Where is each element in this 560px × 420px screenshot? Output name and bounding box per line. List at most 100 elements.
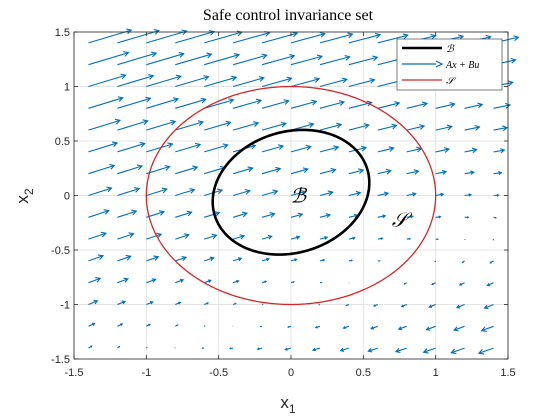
field-arrow	[232, 279, 240, 284]
field-arrow-head	[345, 304, 348, 307]
field-arrow-shaft	[88, 164, 115, 175]
field-arrow	[377, 168, 392, 175]
field-arrow	[261, 54, 296, 66]
field-arrow-shaft	[204, 212, 220, 218]
field-arrow-shaft	[88, 52, 129, 66]
field-arrow	[348, 32, 382, 44]
field-arrow-shaft	[290, 145, 311, 153]
field-arrow	[145, 346, 148, 349]
field-arrow-head	[164, 164, 171, 171]
field-arrow-head	[186, 210, 193, 217]
field-arrow-head	[206, 302, 210, 305]
field-arrow	[290, 258, 298, 262]
field-arrow	[88, 322, 96, 327]
field-arrow-shaft	[145, 346, 148, 349]
field-arrow-head	[118, 345, 121, 348]
field-arrow	[403, 282, 408, 285]
x-tick-label: 0	[288, 367, 294, 379]
field-arrow-shaft	[377, 192, 389, 197]
x-tick-label: 1	[433, 367, 439, 379]
field-arrow-shaft	[117, 120, 148, 131]
field-arrow	[117, 323, 124, 327]
field-arrow	[117, 254, 132, 262]
field-arrow	[232, 53, 268, 66]
field-arrow	[464, 124, 481, 131]
field-arrow	[493, 125, 509, 132]
field-arrow	[204, 211, 221, 218]
field-arrow-head	[172, 97, 180, 103]
field-arrow-head	[410, 214, 415, 219]
field-arrow	[146, 323, 151, 327]
field-arrow	[377, 123, 398, 131]
field-arrow	[493, 170, 503, 176]
field-arrow-head	[486, 283, 491, 287]
x-tick-label: 1.5	[500, 367, 515, 379]
field-arrow-shaft	[435, 125, 452, 131]
field-arrow-head	[228, 98, 235, 104]
field-arrow	[232, 302, 237, 306]
field-arrow-head	[222, 143, 229, 150]
field-arrow	[88, 231, 107, 240]
field-arrow-head	[275, 166, 282, 173]
field-arrow	[348, 236, 356, 240]
field-arrow-head	[338, 100, 346, 106]
field-arrow-head	[421, 101, 429, 108]
field-arrow-head	[366, 100, 373, 107]
field-arrow	[146, 97, 180, 109]
field-arrow-head	[148, 323, 151, 327]
field-arrow-head	[507, 80, 514, 87]
field-arrow	[146, 142, 174, 153]
field-arrow-shaft	[175, 279, 184, 284]
field-arrow	[348, 168, 365, 175]
field-arrow	[88, 254, 105, 262]
field-arrow-shaft	[88, 277, 101, 284]
field-arrow	[204, 98, 235, 109]
field-arrow-shaft	[318, 303, 321, 306]
field-arrow-head	[388, 146, 395, 152]
field-arrow	[345, 303, 350, 307]
field-arrow-shaft	[232, 99, 262, 109]
field-arrow-head	[286, 76, 293, 83]
field-arrow-shaft	[319, 56, 350, 66]
field-arrow	[146, 255, 160, 262]
field-arrow-head	[209, 256, 215, 262]
field-arrow-head	[510, 57, 517, 64]
field-arrow-head	[319, 31, 326, 38]
field-arrow-head	[397, 326, 403, 331]
field-arrow-shaft	[395, 347, 407, 353]
field-arrow-head	[170, 119, 177, 126]
field-arrow	[377, 101, 401, 109]
field-arrow-shaft	[204, 234, 217, 240]
field-arrow-head	[458, 282, 462, 286]
field-arrow	[175, 97, 207, 109]
field-arrow-shaft	[146, 256, 159, 262]
field-arrow-shaft	[429, 303, 436, 308]
field-arrow-head	[292, 281, 295, 284]
field-arrow-head	[394, 347, 401, 354]
field-arrow	[492, 238, 495, 241]
field-arrow	[431, 282, 436, 286]
field-arrow	[261, 189, 279, 197]
field-arrow-head	[207, 279, 212, 283]
field-arrow-shaft	[204, 257, 214, 262]
field-arrow-head	[480, 326, 487, 332]
field-arrow-head	[449, 102, 456, 108]
field-arrow-shaft	[88, 97, 123, 109]
field-arrow-shaft	[146, 98, 179, 109]
field-arrow-head	[403, 282, 406, 285]
field-arrow-head	[483, 304, 489, 310]
field-arrow-shaft	[232, 122, 259, 131]
legend-label-s: 𝒮	[446, 76, 457, 87]
field-arrow-shaft	[423, 347, 436, 353]
field-arrow-shaft	[146, 233, 162, 240]
field-arrow	[287, 325, 292, 328]
field-arrow-head	[327, 190, 334, 197]
field-arrow-head	[431, 282, 434, 286]
field-arrow	[318, 303, 321, 306]
field-arrow-head	[181, 29, 188, 36]
field-arrow-head	[123, 51, 130, 57]
field-arrow	[480, 325, 494, 332]
field-arrow	[232, 211, 249, 218]
y-tick-label: 1.5	[55, 27, 70, 39]
field-arrow-head	[453, 326, 459, 332]
